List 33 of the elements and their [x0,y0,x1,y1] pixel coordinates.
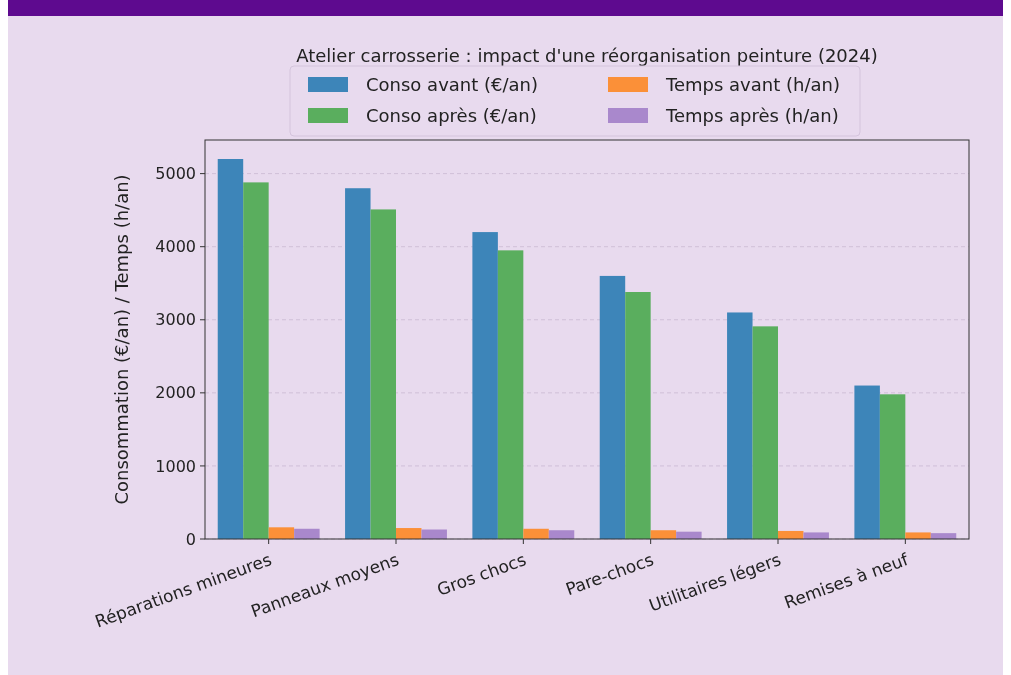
bar [523,528,549,539]
bar [599,275,626,539]
bar [803,532,829,539]
bar [243,182,269,539]
x-tick-label: Gros chocs [434,549,529,600]
bar [472,232,498,539]
bar [497,250,524,539]
bar [625,292,651,539]
bar [879,394,906,539]
bar [268,527,295,539]
bar [727,312,753,539]
bar [752,326,778,539]
bar [370,209,396,539]
y-tick-label: 5000 [155,164,196,184]
legend-label: Conso avant (€/an) [366,74,539,96]
y-tick-label: 0 [185,529,196,549]
legend-label: Temps avant (h/an) [665,74,840,96]
bar [905,532,931,539]
y-tick-label: 3000 [155,310,196,330]
y-axis-title: Consommation (€/an) / Temps (h/an) [111,174,132,505]
chart-title: Atelier carrosserie : impact d'une réorganisation peinture (2024) [296,45,878,66]
bar [650,530,677,539]
bar [217,159,244,539]
legend-label: Temps après (h/an) [665,105,839,127]
bar [548,530,575,539]
y-tick-label: 1000 [155,456,196,476]
y-tick-label: 4000 [155,237,196,257]
bar [294,528,320,539]
legend-label: Conso après (€/an) [366,105,537,127]
y-tick-label: 2000 [155,383,196,403]
bar [345,188,371,539]
bar [854,385,880,539]
bar [396,528,422,539]
